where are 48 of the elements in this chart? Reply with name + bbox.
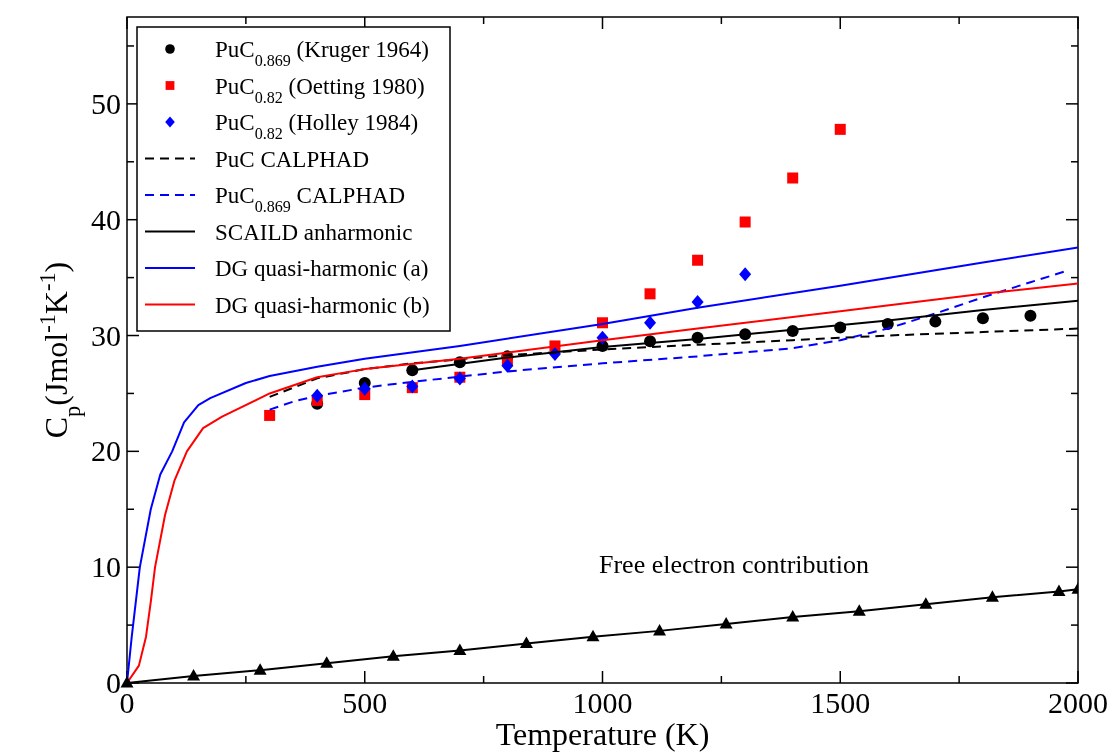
point [644, 288, 656, 300]
point [501, 358, 514, 373]
legend-label: SCAILD anharmonic [215, 219, 413, 245]
legend-label: DG quasi-harmonic (a) [215, 256, 429, 281]
point [586, 629, 600, 642]
x-axis-title: Temperature (K) [495, 716, 710, 752]
point [1024, 309, 1037, 322]
annotation: Free electron contribution [599, 550, 870, 579]
legend-label: DG quasi-harmonic (b) [215, 292, 430, 318]
y-tick-label: 40 [91, 202, 121, 236]
point [739, 267, 752, 282]
y-tick-label: 20 [91, 434, 121, 468]
point [985, 590, 999, 602]
legend-label: PuC$_{0.82}$ (Oetting 1980) [215, 73, 425, 105]
point [929, 315, 942, 328]
point [976, 312, 989, 325]
point [919, 597, 933, 609]
point [834, 123, 846, 135]
point [739, 216, 751, 228]
y-tick-label: 10 [91, 550, 121, 584]
point [253, 663, 267, 675]
legend-label: PuC CALPHAD [215, 146, 370, 172]
point [1052, 584, 1066, 596]
point [320, 656, 334, 668]
y-tick-label: 50 [91, 86, 121, 120]
point [264, 409, 276, 421]
point [692, 254, 704, 266]
x-tick-label: 1500 [810, 686, 871, 719]
point [719, 616, 733, 629]
legend-label: PuC$_{0.82}$ (Holley 1984) [215, 110, 419, 142]
point [653, 623, 667, 636]
x-tick-label: 500 [342, 686, 388, 719]
y-tick-label: 0 [106, 666, 121, 699]
point [787, 172, 799, 184]
point [786, 609, 800, 622]
point [120, 676, 134, 688]
point [852, 604, 866, 616]
x-tick-label: 2000 [1048, 686, 1108, 719]
point [386, 649, 400, 661]
legend-label: PuC$_{0.869}$ CALPHAD [215, 183, 406, 215]
y-tick-label: 30 [91, 318, 121, 352]
legend-label: PuC$_{0.869}$ (Kruger 1964) [215, 37, 429, 69]
point [691, 294, 704, 309]
point [453, 643, 467, 656]
x-tick-label: 1000 [572, 686, 633, 719]
point [519, 636, 533, 649]
point [644, 315, 657, 330]
point [187, 669, 201, 681]
